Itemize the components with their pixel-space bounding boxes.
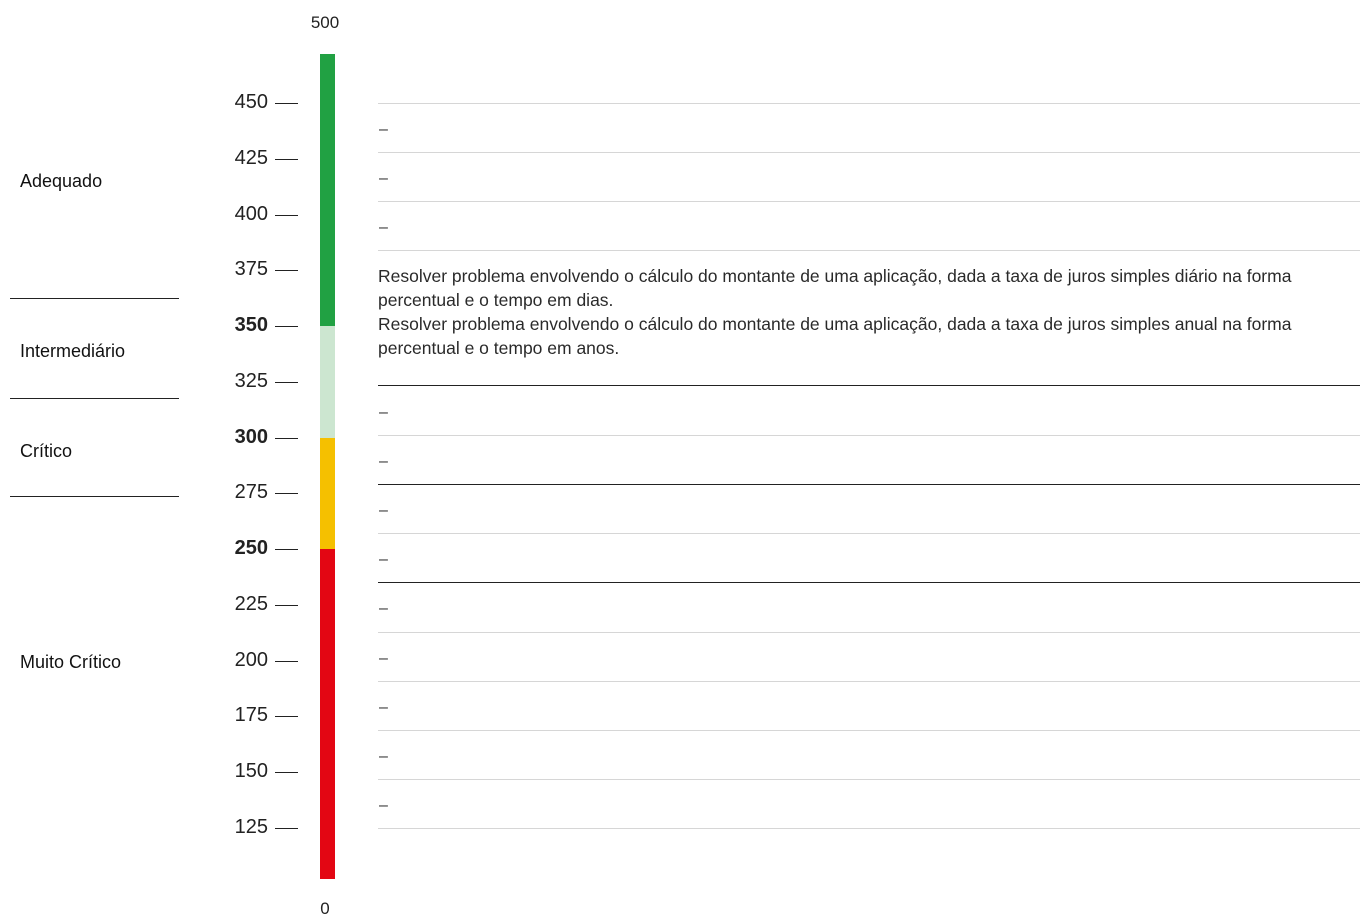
tick-label-325: 325 bbox=[234, 370, 268, 392]
row-divider bbox=[378, 730, 1360, 731]
level-separator bbox=[10, 298, 179, 299]
row-empty-marker: – bbox=[379, 600, 388, 617]
level-divider-350 bbox=[378, 385, 1360, 386]
tick-mark bbox=[275, 493, 298, 494]
row-empty-marker: – bbox=[379, 748, 388, 765]
row-empty-marker: – bbox=[379, 699, 388, 716]
tick-label-375: 375 bbox=[234, 258, 268, 280]
tick-label-200: 200 bbox=[234, 649, 268, 671]
descriptor-item: Resolver problema envolvendo o cálculo d… bbox=[378, 314, 1292, 358]
tick-label-300: 300 bbox=[234, 426, 268, 448]
tick-mark bbox=[275, 772, 298, 773]
tick-mark bbox=[275, 326, 298, 327]
level-divider-300 bbox=[378, 484, 1360, 485]
row-divider bbox=[378, 828, 1360, 829]
scale-band-350-500 bbox=[320, 54, 335, 326]
row-divider bbox=[378, 152, 1360, 153]
row-divider bbox=[378, 632, 1360, 633]
row-divider bbox=[378, 779, 1360, 780]
tick-label-175: 175 bbox=[234, 704, 268, 726]
level-divider-250 bbox=[378, 582, 1360, 583]
tick-mark bbox=[275, 716, 298, 717]
scale-band-250-300 bbox=[320, 438, 335, 550]
scale-band-0-250 bbox=[320, 549, 335, 879]
row-empty-marker: – bbox=[379, 219, 388, 236]
tick-mark bbox=[275, 382, 298, 383]
row-empty-marker: – bbox=[379, 453, 388, 470]
tick-mark bbox=[275, 605, 298, 606]
row-divider bbox=[378, 250, 1360, 251]
tick-label-400: 400 bbox=[234, 203, 268, 225]
level-label-critico: Crítico bbox=[20, 441, 73, 461]
level-separator bbox=[10, 496, 179, 497]
tick-label-225: 225 bbox=[234, 593, 268, 615]
row-divider bbox=[378, 103, 1360, 104]
row-empty-marker: – bbox=[379, 797, 388, 814]
tick-mark bbox=[275, 828, 298, 829]
tick-label-275: 275 bbox=[234, 481, 268, 503]
tick-label-250: 250 bbox=[234, 537, 268, 559]
row-divider bbox=[378, 435, 1360, 436]
tick-mark bbox=[275, 549, 298, 550]
row-empty-marker: – bbox=[379, 551, 388, 568]
scale-max-label: 500 bbox=[310, 13, 340, 32]
level-label-muito-critico: Muito Crítico bbox=[20, 652, 122, 672]
tick-mark bbox=[275, 438, 298, 439]
tick-label-450: 450 bbox=[234, 91, 268, 113]
tick-mark bbox=[275, 159, 298, 160]
descriptor-item: Resolver problema envolvendo o cálculo d… bbox=[378, 266, 1292, 310]
row-empty-marker: – bbox=[379, 650, 388, 667]
row-empty-marker: – bbox=[379, 121, 388, 138]
level-label-adequado: Adequado bbox=[20, 171, 103, 191]
tick-mark bbox=[275, 661, 298, 662]
row-empty-marker: – bbox=[379, 170, 388, 187]
level-separator bbox=[10, 398, 179, 399]
row-divider bbox=[378, 681, 1360, 682]
scale-min-label: 0 bbox=[320, 899, 330, 918]
tick-mark bbox=[275, 215, 298, 216]
tick-label-350: 350 bbox=[234, 314, 268, 336]
row-empty-marker: – bbox=[379, 502, 388, 519]
level-label-intermediario: Intermediário bbox=[20, 341, 126, 361]
tick-mark bbox=[275, 270, 298, 271]
row-divider bbox=[378, 201, 1360, 202]
row-empty-marker: – bbox=[379, 404, 388, 421]
row-divider bbox=[378, 533, 1360, 534]
tick-label-425: 425 bbox=[234, 147, 268, 169]
tick-mark bbox=[275, 103, 298, 104]
tick-label-150: 150 bbox=[234, 760, 268, 782]
scale-band-300-350 bbox=[320, 326, 335, 438]
tick-label-125: 125 bbox=[234, 816, 268, 838]
descriptor-block: Resolver problema envolvendo o cálculo d… bbox=[378, 264, 1353, 360]
